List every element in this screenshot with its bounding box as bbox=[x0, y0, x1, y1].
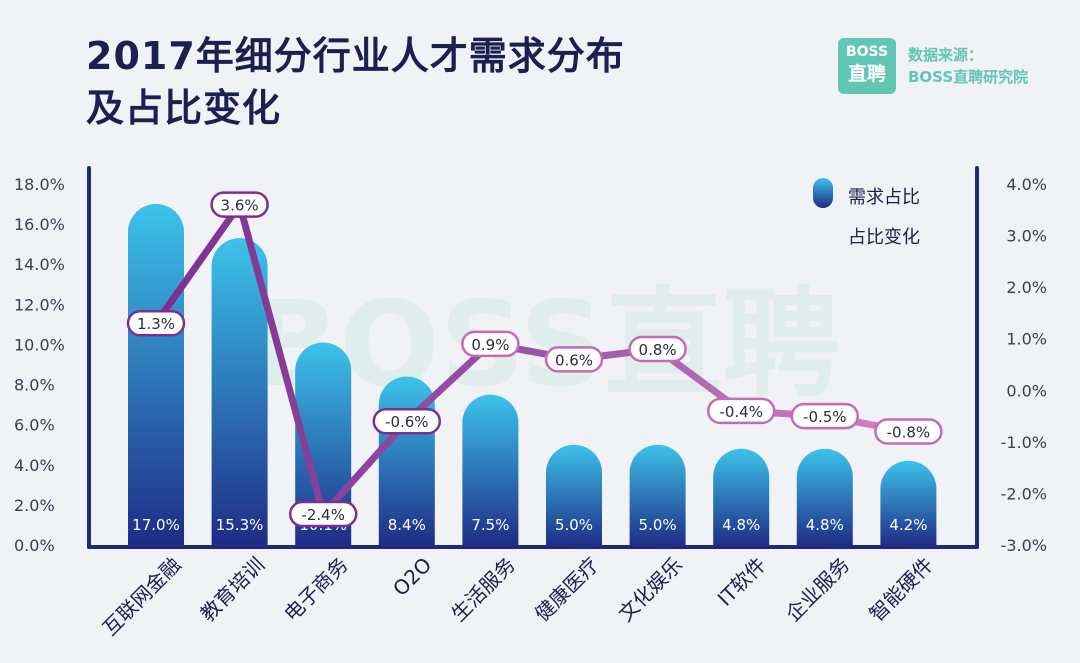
category-label: IT软件 bbox=[713, 553, 771, 611]
line-label-pill bbox=[288, 500, 358, 528]
bar-value-label: 17.0% bbox=[132, 516, 180, 534]
line-point-label: -0.5% bbox=[790, 402, 860, 430]
line-label-pill bbox=[372, 407, 442, 435]
bar-value-label: 4.8% bbox=[722, 516, 760, 534]
line-label-pill bbox=[126, 309, 186, 337]
data-source: 数据来源： BOSS直聘研究院 bbox=[908, 44, 1028, 88]
right-tick-label: -1.0% bbox=[1001, 433, 1047, 452]
category-label: 互联网金融 bbox=[98, 553, 186, 641]
category-labels: 互联网金融 教育培训 电子商务 O2O 生活服务 健康医疗 文化娱乐 IT软件 企业服务 智能硬件 bbox=[98, 553, 938, 641]
bar bbox=[462, 394, 519, 547]
line-point-label: -2.4% bbox=[288, 500, 358, 528]
bar bbox=[796, 448, 853, 547]
line-label-text: -0.8% bbox=[887, 424, 931, 442]
boss-logo: BOSS 直聘 bbox=[838, 38, 896, 94]
left-tick-label: 4.0% bbox=[14, 456, 55, 475]
legend-line-label: 占比变化 bbox=[848, 227, 920, 248]
right-tick-label: 2.0% bbox=[1006, 278, 1047, 297]
line-series bbox=[152, 201, 912, 518]
line-label-text: 0.6% bbox=[555, 351, 593, 369]
category-label: 文化娱乐 bbox=[614, 553, 688, 627]
bar bbox=[546, 444, 602, 547]
right-tick-label: 1.0% bbox=[1006, 330, 1047, 349]
line-point-label: 0.8% bbox=[628, 335, 687, 363]
right-axis-ticks: -3.0% -2.0% -1.0% 0.0% 1.0% 2.0% 3.0% 4.0% bbox=[1001, 175, 1047, 555]
category-label: 健康医疗 bbox=[530, 553, 604, 627]
left-tick-label: 14.0% bbox=[14, 255, 65, 274]
bar-value-label: 8.4% bbox=[388, 516, 426, 534]
chart-title-line1: 2017年细分行业人才需求分布 bbox=[86, 34, 625, 78]
line-label-text: 1.3% bbox=[137, 315, 175, 333]
bar bbox=[629, 444, 686, 547]
left-tick-label: 0.0% bbox=[14, 536, 55, 555]
bar-value-label: 15.3% bbox=[216, 516, 264, 534]
bar bbox=[880, 460, 937, 547]
change-line bbox=[152, 201, 912, 518]
line-label-text: 0.9% bbox=[471, 336, 509, 354]
data-source-label: 数据来源： bbox=[908, 46, 984, 64]
line-label-pill bbox=[790, 402, 860, 430]
line-label-pill bbox=[706, 397, 776, 425]
bar bbox=[713, 448, 770, 547]
category-label: 生活服务 bbox=[446, 553, 520, 627]
chart-title: 2017年细分行业人才需求分布 及占比变化 bbox=[86, 30, 625, 134]
line-point-label: -0.6% bbox=[372, 407, 442, 435]
left-tick-label: 10.0% bbox=[14, 335, 65, 354]
legend-bar-swatch bbox=[813, 178, 833, 208]
category-label: 教育培训 bbox=[196, 553, 270, 627]
line-value-labels: 1.3% 3.6% -2.4% -0.6% 0.9% 0.6% 0.8% -0.4% -0.5%… bbox=[126, 191, 943, 528]
left-tick-label: 8.0% bbox=[14, 376, 55, 395]
bar-value-label: 7.5% bbox=[471, 516, 509, 534]
legend: 需求占比 占比变化 bbox=[780, 178, 920, 248]
line-label-pill bbox=[544, 346, 604, 373]
line-label-pill bbox=[210, 191, 269, 218]
line-point-label: 3.6% bbox=[210, 191, 269, 218]
line-point-label: 0.9% bbox=[461, 330, 520, 358]
left-tick-label: 6.0% bbox=[14, 416, 55, 435]
line-point-label: 1.3% bbox=[126, 309, 186, 337]
right-tick-label: 3.0% bbox=[1006, 227, 1047, 246]
left-tick-label: 18.0% bbox=[14, 175, 65, 194]
category-label: 智能硬件 bbox=[864, 553, 938, 627]
line-point-label: -0.4% bbox=[706, 397, 776, 425]
line-label-text: -0.5% bbox=[803, 408, 847, 426]
line-label-text: 3.6% bbox=[221, 197, 259, 215]
left-tick-label: 2.0% bbox=[14, 496, 55, 515]
line-label-pill bbox=[628, 335, 687, 363]
category-label: 电子商务 bbox=[279, 553, 353, 627]
left-tick-label: 16.0% bbox=[14, 215, 65, 234]
bar-series bbox=[128, 204, 937, 547]
line-label-text: -0.4% bbox=[719, 403, 763, 421]
left-axis-ticks: 0.0% 2.0% 4.0% 6.0% 8.0% 10.0% 12.0% 14.0% 16.0%… bbox=[14, 175, 65, 555]
line-label-pill bbox=[461, 330, 520, 358]
left-tick-label: 12.0% bbox=[14, 295, 65, 314]
bar bbox=[211, 238, 268, 547]
bar bbox=[128, 204, 184, 547]
right-tick-label: -3.0% bbox=[1001, 536, 1047, 555]
data-source-name: BOSS直聘研究院 bbox=[908, 68, 1029, 86]
right-tick-label: 4.0% bbox=[1006, 175, 1047, 194]
line-point-label: 0.6% bbox=[544, 346, 604, 373]
line-label-text: 0.8% bbox=[639, 341, 677, 359]
line-label-pill bbox=[874, 418, 943, 445]
bar-value-labels: 17.0%15.3%10.1%8.4%7.5%5.0%5.0%4.8%4.8%4… bbox=[132, 516, 927, 534]
line-point-label: -0.8% bbox=[874, 418, 943, 445]
right-tick-label: 0.0% bbox=[1006, 381, 1047, 400]
bar-value-label: 5.0% bbox=[639, 516, 677, 534]
legend-bar-label: 需求占比 bbox=[848, 187, 920, 208]
category-label: O2O bbox=[388, 553, 436, 601]
bar-value-label: 4.8% bbox=[806, 516, 844, 534]
bar-value-label: 5.0% bbox=[555, 516, 593, 534]
line-label-text: -2.4% bbox=[301, 506, 345, 524]
logo-text-top: BOSS bbox=[845, 44, 889, 60]
right-tick-label: -2.0% bbox=[1001, 484, 1047, 503]
chart-title-line2: 及占比变化 bbox=[86, 86, 282, 130]
line-label-text: -0.6% bbox=[385, 413, 429, 431]
category-label: 企业服务 bbox=[781, 553, 855, 627]
bar-value-label: 4.2% bbox=[889, 516, 927, 534]
logo-text-bottom: 直聘 bbox=[847, 63, 886, 85]
